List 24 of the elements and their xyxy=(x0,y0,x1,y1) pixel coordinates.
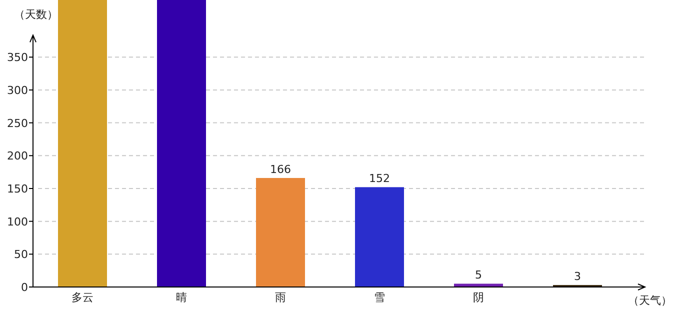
y-tick-label: 200 xyxy=(7,150,28,163)
x-tick-label: 雨 xyxy=(275,291,286,304)
y-axis-title: （天数） xyxy=(14,8,58,21)
bar xyxy=(256,178,305,287)
y-tick-label: 250 xyxy=(7,116,28,130)
bar xyxy=(58,0,107,287)
data-label: 152 xyxy=(369,172,390,186)
y-tick-label: 50 xyxy=(14,248,28,262)
x-tick-label: 雪 xyxy=(374,291,385,304)
y-tick-label: 150 xyxy=(7,182,28,196)
y-tick-label: 100 xyxy=(7,215,28,228)
x-axis-title: （天气） xyxy=(628,294,672,307)
x-tick-label: 阴 xyxy=(473,291,484,304)
y-tick-label: 0 xyxy=(21,281,28,294)
data-label: 3 xyxy=(574,270,581,284)
bar xyxy=(157,0,206,287)
y-tick-label: 300 xyxy=(7,84,28,97)
bar xyxy=(355,187,404,287)
x-tick-label: 晴 xyxy=(176,291,187,304)
data-label: 166 xyxy=(270,162,291,176)
bar xyxy=(454,284,503,287)
data-label: 5 xyxy=(475,268,482,282)
x-tick-label: 多云 xyxy=(72,291,94,304)
y-tick-label: 350 xyxy=(7,51,28,64)
